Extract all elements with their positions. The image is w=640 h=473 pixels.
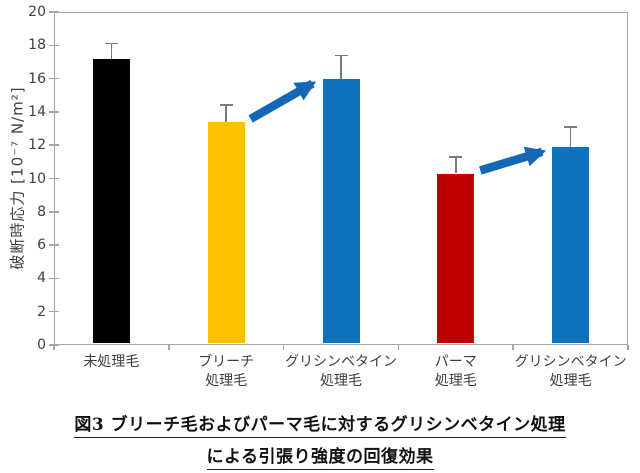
y-tick-mark <box>49 144 59 146</box>
y-tick-label: 18 <box>28 37 46 54</box>
x-tick-mark <box>282 345 285 350</box>
x-tick-mark <box>168 345 170 350</box>
y-tick-mark <box>49 277 59 280</box>
x-tick-mark <box>53 345 55 350</box>
figure-caption: 図3 ブリーチ毛およびパーマ毛に対するグリシンベタイン処理 による引張り強度の回… <box>0 410 640 473</box>
y-tick-label: 8 <box>37 203 46 220</box>
x-category-label: ブリーチ 処理毛 <box>198 354 255 389</box>
error-bar-line <box>225 105 227 122</box>
y-tick-mark <box>49 244 59 246</box>
error-bar-cap <box>219 104 233 106</box>
y-tick-label: 0 <box>37 337 46 353</box>
x-category-label: 未処理毛 <box>83 354 140 370</box>
y-tick-label: 10 <box>28 170 46 187</box>
x-category-label: グリシンベタイン 処理毛 <box>285 354 397 389</box>
y-tick-mark <box>49 177 59 180</box>
x-tick-mark <box>627 345 629 350</box>
y-tick-label: 16 <box>28 70 46 87</box>
x-category-label: グリシンベタイン 処理毛 <box>514 354 627 389</box>
figure-caption-line-2: による引張り強度の回復効果 <box>0 442 640 470</box>
error-bar-cap <box>449 156 463 158</box>
error-bar-cap <box>334 54 348 57</box>
y-tick-label: 4 <box>37 270 46 287</box>
bar <box>437 173 475 344</box>
bar <box>207 121 245 344</box>
x-category-label: パーマ 処理毛 <box>434 354 477 389</box>
error-bar-line <box>340 55 342 79</box>
bar <box>552 146 590 344</box>
error-bar-cap <box>104 42 118 45</box>
y-tick-label: 14 <box>28 103 46 120</box>
y-tick-mark <box>49 44 59 47</box>
y-tick-label: 12 <box>28 137 46 154</box>
y-tick-label: 2 <box>37 303 46 320</box>
y-tick-mark <box>49 11 59 13</box>
y-tick-mark <box>49 211 59 213</box>
bar <box>92 58 130 344</box>
error-bar-line <box>455 156 457 174</box>
error-bar-cap <box>564 126 578 128</box>
y-tick-mark <box>49 310 59 313</box>
y-tick-mark <box>49 111 59 113</box>
figure-caption-line-1: 図3 ブリーチ毛およびパーマ毛に対するグリシンベタイン処理 <box>0 410 640 438</box>
y-tick-label: 6 <box>37 237 46 254</box>
y-tick-mark <box>49 77 59 80</box>
x-tick-mark <box>512 345 514 350</box>
bar <box>322 78 360 344</box>
x-tick-mark <box>397 345 400 350</box>
y-tick-label: 20 <box>28 4 46 20</box>
error-bar-line <box>110 43 113 59</box>
error-bar-line <box>569 126 572 147</box>
